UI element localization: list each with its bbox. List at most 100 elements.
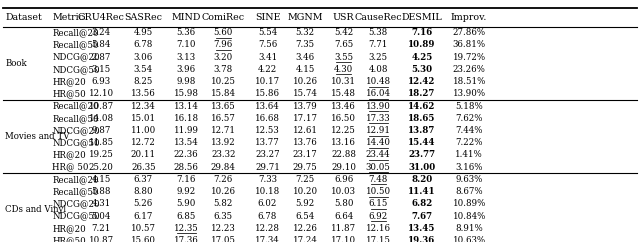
Text: 3.54: 3.54 — [134, 65, 153, 74]
Text: 19.25: 19.25 — [89, 151, 113, 159]
Text: 13.16: 13.16 — [332, 138, 356, 147]
Text: 31.00: 31.00 — [408, 163, 435, 172]
Text: 6.17: 6.17 — [134, 212, 153, 220]
Text: 17.10: 17.10 — [331, 236, 356, 242]
Text: 6.64: 6.64 — [334, 212, 353, 220]
Text: 5.92: 5.92 — [296, 199, 315, 208]
Text: 29.75: 29.75 — [293, 163, 317, 172]
Text: 4.25: 4.25 — [411, 53, 433, 62]
Text: 5.54: 5.54 — [258, 28, 277, 37]
Text: 8.20: 8.20 — [411, 175, 433, 184]
Text: 5.42: 5.42 — [334, 28, 353, 37]
Text: 8.91%: 8.91% — [455, 224, 483, 233]
Text: 12.26: 12.26 — [293, 224, 317, 233]
Text: 23.77: 23.77 — [408, 151, 435, 159]
Text: Recall@50: Recall@50 — [52, 187, 99, 196]
Text: 10.48: 10.48 — [365, 77, 391, 86]
Text: NDCG@50: NDCG@50 — [52, 212, 100, 220]
Text: 12.10: 12.10 — [88, 89, 114, 98]
Text: 5.32: 5.32 — [296, 28, 315, 37]
Text: 9.87: 9.87 — [92, 126, 111, 135]
Text: 8.80: 8.80 — [134, 187, 153, 196]
Text: 13.54: 13.54 — [174, 138, 198, 147]
Text: 10.26: 10.26 — [292, 77, 318, 86]
Text: 12.72: 12.72 — [131, 138, 156, 147]
Text: 6.78: 6.78 — [134, 40, 153, 49]
Text: 5.04: 5.04 — [92, 212, 111, 220]
Text: 9.63%: 9.63% — [456, 175, 483, 184]
Text: 6.37: 6.37 — [134, 175, 153, 184]
Text: MIND: MIND — [172, 13, 201, 22]
Text: 5.90: 5.90 — [177, 199, 196, 208]
Text: 7.25: 7.25 — [296, 175, 315, 184]
Text: 15.86: 15.86 — [255, 89, 280, 98]
Text: 16.57: 16.57 — [211, 114, 236, 123]
Text: 23.27: 23.27 — [255, 151, 280, 159]
Text: 6.96: 6.96 — [334, 175, 353, 184]
Text: 13.90%: 13.90% — [452, 89, 486, 98]
Text: 11.41: 11.41 — [408, 187, 436, 196]
Text: 3.41: 3.41 — [258, 53, 277, 62]
Text: Metric: Metric — [52, 13, 84, 22]
Text: 13.76: 13.76 — [293, 138, 317, 147]
Text: 10.57: 10.57 — [131, 224, 156, 233]
Text: 7.10: 7.10 — [177, 40, 196, 49]
Text: 5.38: 5.38 — [369, 28, 388, 37]
Text: 13.92: 13.92 — [211, 138, 236, 147]
Text: 1.41%: 1.41% — [455, 151, 483, 159]
Text: 12.28: 12.28 — [255, 224, 280, 233]
Text: 29.84: 29.84 — [211, 163, 236, 172]
Text: 5.88: 5.88 — [92, 187, 111, 196]
Text: 7.35: 7.35 — [296, 40, 315, 49]
Text: 4.95: 4.95 — [134, 28, 153, 37]
Text: 8.25: 8.25 — [134, 77, 153, 86]
Text: HR@20: HR@20 — [52, 77, 86, 86]
Text: NDCG@50: NDCG@50 — [52, 138, 100, 147]
Text: 4.15: 4.15 — [92, 175, 111, 184]
Text: 13.56: 13.56 — [131, 89, 156, 98]
Text: 30.05: 30.05 — [366, 163, 390, 172]
Text: 17.33: 17.33 — [366, 114, 390, 123]
Text: HR@20: HR@20 — [52, 224, 86, 233]
Text: 3.25: 3.25 — [369, 53, 388, 62]
Text: 13.14: 13.14 — [174, 102, 198, 111]
Text: 17.36: 17.36 — [174, 236, 198, 242]
Text: 3.46: 3.46 — [296, 53, 315, 62]
Text: 5.84: 5.84 — [92, 40, 111, 49]
Text: HR@ 50: HR@ 50 — [52, 163, 89, 172]
Text: 6.02: 6.02 — [258, 199, 277, 208]
Text: 17.17: 17.17 — [292, 114, 318, 123]
Text: 23.44: 23.44 — [366, 151, 390, 159]
Text: SASRec: SASRec — [124, 13, 163, 22]
Text: 36.81%: 36.81% — [452, 40, 486, 49]
Text: 16.50: 16.50 — [331, 114, 356, 123]
Text: 19.72%: 19.72% — [452, 53, 486, 62]
Text: HR@50: HR@50 — [52, 89, 86, 98]
Text: 3.20: 3.20 — [214, 53, 233, 62]
Text: 13.65: 13.65 — [211, 102, 236, 111]
Text: 13.87: 13.87 — [408, 126, 435, 135]
Text: 15.98: 15.98 — [173, 89, 199, 98]
Text: 6.82: 6.82 — [411, 199, 433, 208]
Text: DESMIL: DESMIL — [401, 13, 442, 22]
Text: 7.33: 7.33 — [258, 175, 277, 184]
Text: 15.84: 15.84 — [211, 89, 236, 98]
Text: 13.77: 13.77 — [255, 138, 280, 147]
Text: 13.46: 13.46 — [332, 102, 356, 111]
Text: 6.92: 6.92 — [369, 212, 388, 220]
Text: 5.60: 5.60 — [214, 28, 233, 37]
Text: Recall@20: Recall@20 — [52, 102, 99, 111]
Text: 10.89%: 10.89% — [452, 199, 486, 208]
Text: 10.87: 10.87 — [88, 236, 114, 242]
Text: 8.67%: 8.67% — [455, 187, 483, 196]
Text: 10.20: 10.20 — [292, 187, 318, 196]
Text: Movies and TV: Movies and TV — [5, 132, 70, 141]
Text: 7.62%: 7.62% — [456, 114, 483, 123]
Text: 3.16%: 3.16% — [456, 163, 483, 172]
Text: 27.86%: 27.86% — [452, 28, 486, 37]
Text: 18.51%: 18.51% — [452, 77, 486, 86]
Text: Improv.: Improv. — [451, 13, 487, 22]
Text: 19.36: 19.36 — [408, 236, 435, 242]
Text: 11.85: 11.85 — [88, 138, 114, 147]
Text: 13.90: 13.90 — [366, 102, 390, 111]
